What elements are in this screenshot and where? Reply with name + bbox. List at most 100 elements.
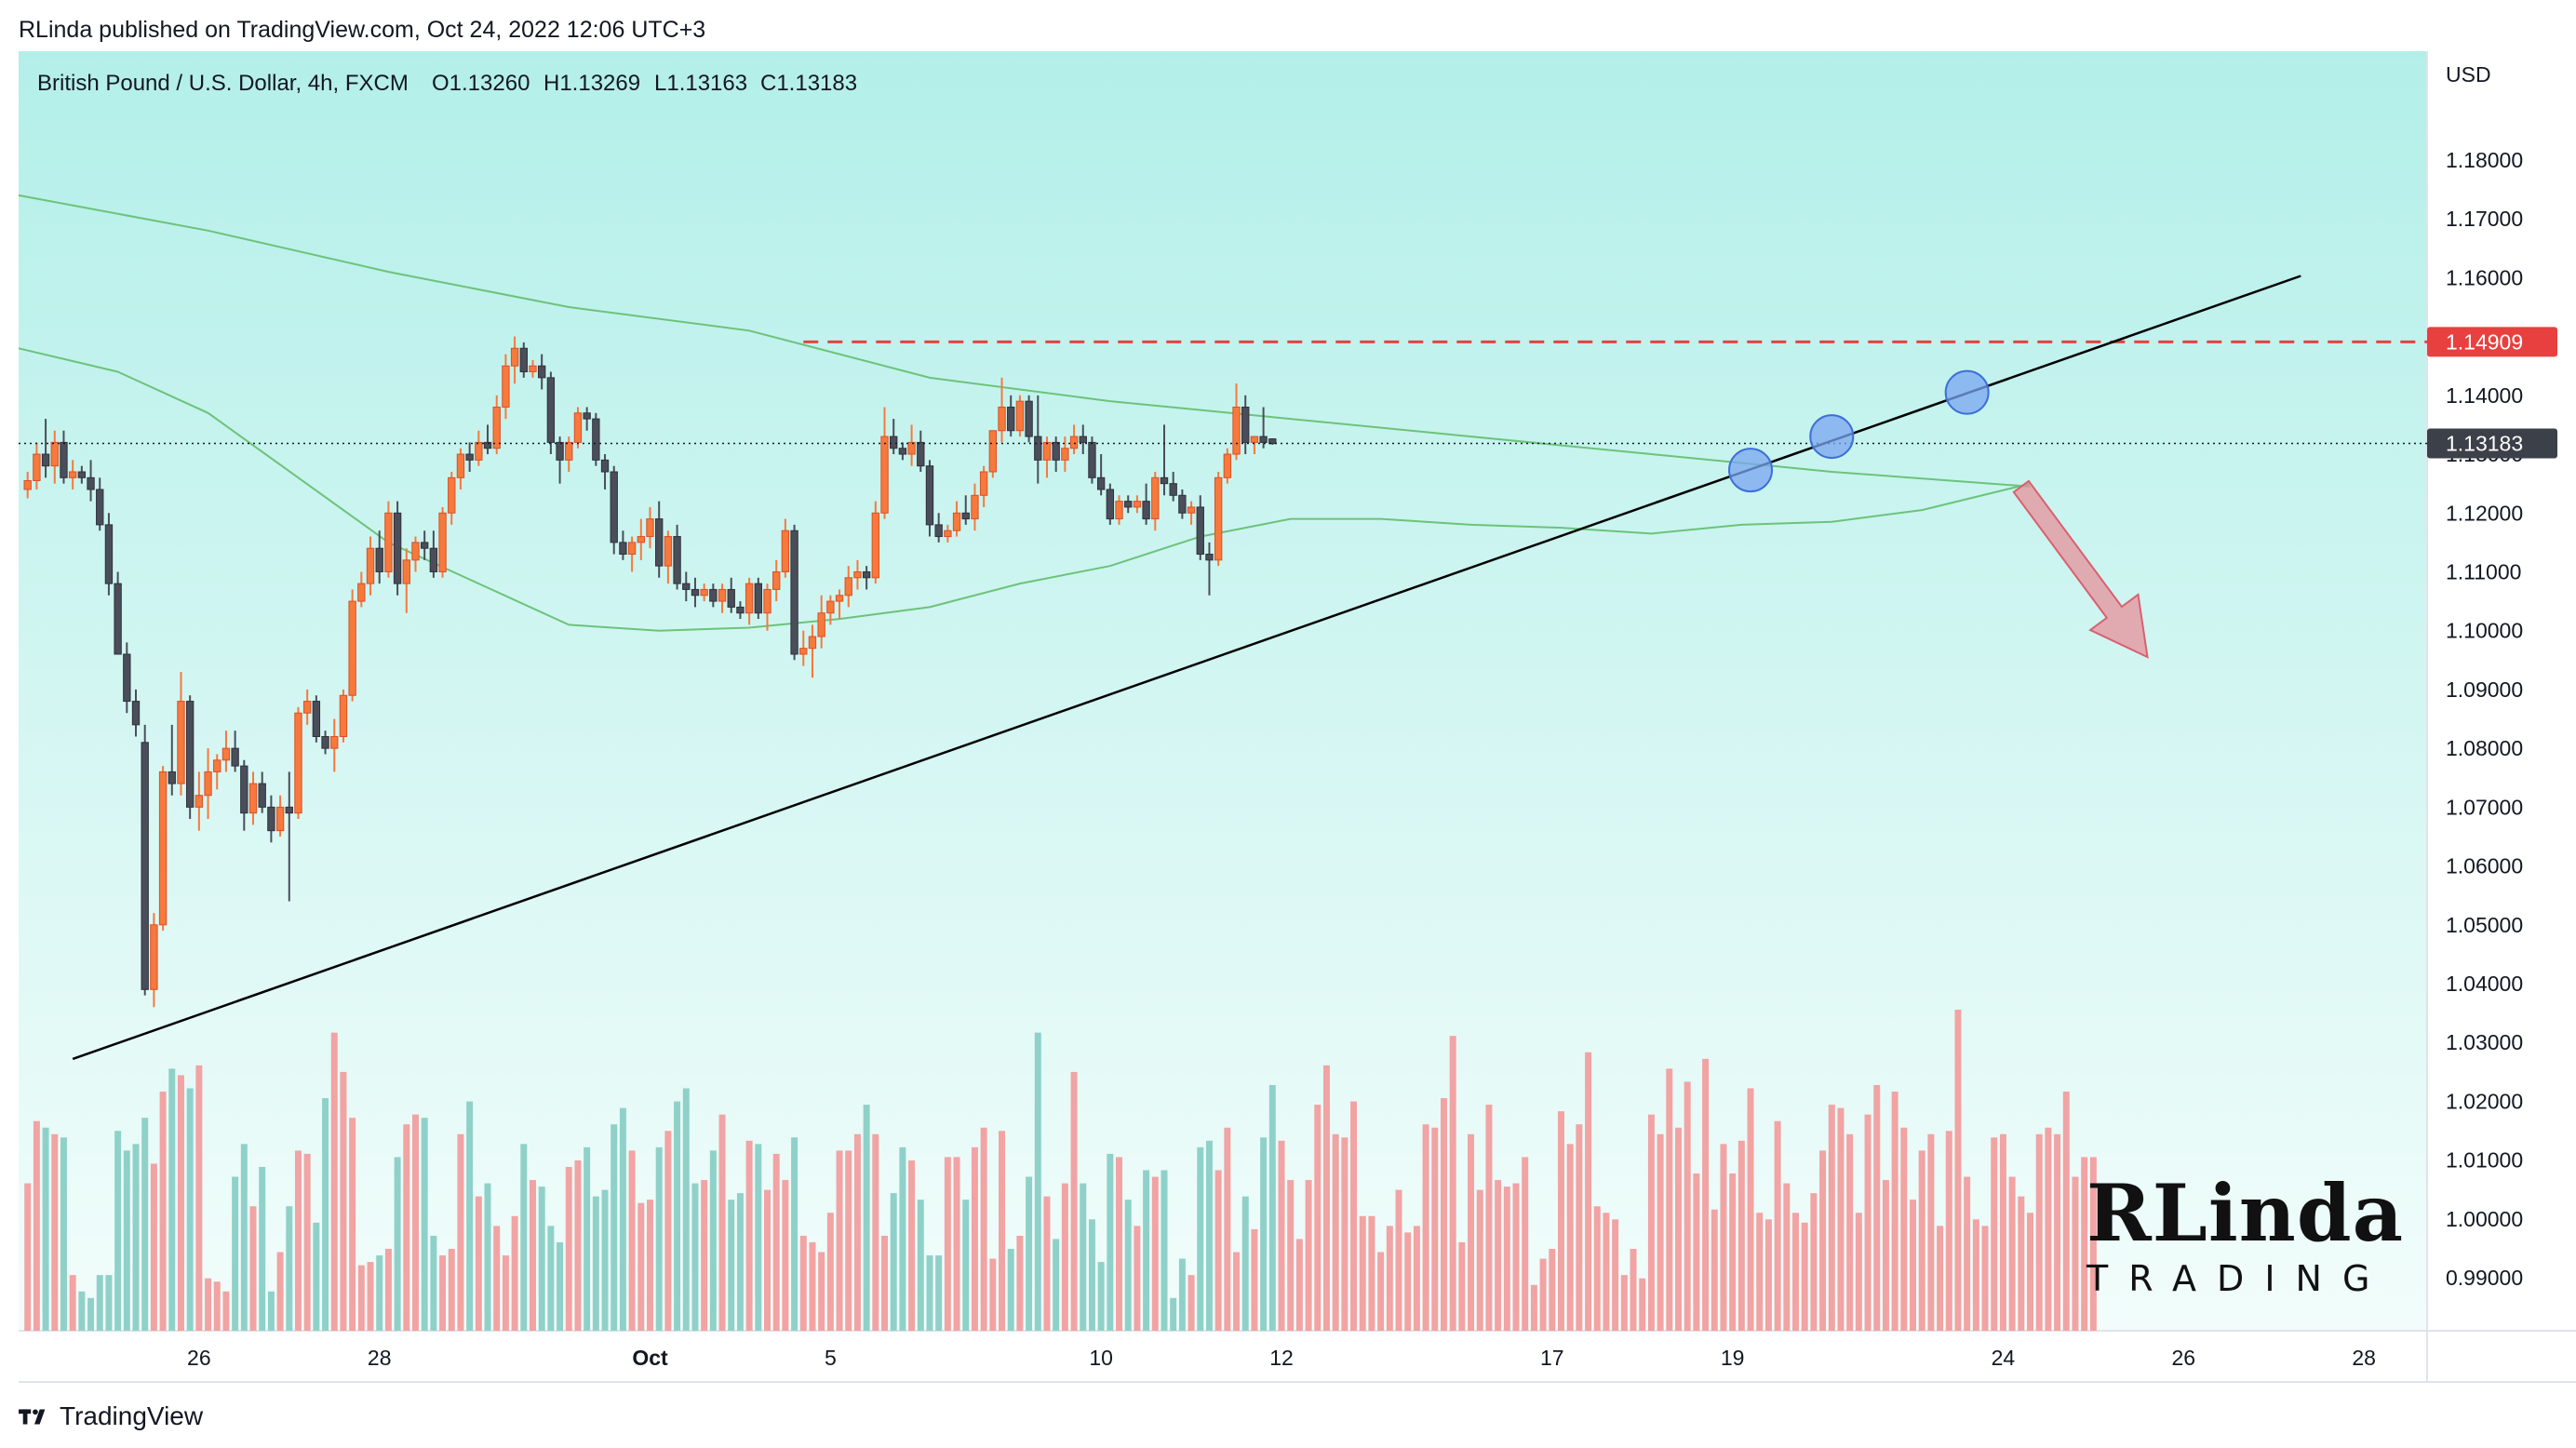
- volume-bar: [1016, 1235, 1024, 1331]
- volume-bar: [1061, 1183, 1068, 1331]
- watermark-line1: RLinda: [2086, 1167, 2404, 1259]
- candle: [998, 377, 1006, 443]
- volume-bar: [42, 1127, 49, 1331]
- volume-bar: [1576, 1124, 1583, 1331]
- volume-bar: [971, 1146, 978, 1331]
- ohlc-high: H1.13269: [543, 71, 640, 96]
- candle-body: [1268, 438, 1277, 445]
- time-tick: 26: [187, 1346, 211, 1370]
- candle-body: [898, 448, 907, 455]
- candle: [637, 518, 645, 560]
- candle: [583, 407, 591, 431]
- volume-bar: [637, 1202, 645, 1331]
- volume-bar: [1846, 1133, 1854, 1331]
- volume-bar: [1476, 1189, 1483, 1331]
- candle-body: [50, 441, 59, 467]
- volume-bar: [1468, 1133, 1475, 1331]
- volume-bar: [772, 1153, 780, 1331]
- candle-body: [357, 583, 366, 602]
- volume-bar: [1720, 1144, 1727, 1331]
- volume-bar: [430, 1235, 437, 1331]
- candle: [87, 460, 95, 502]
- volume-bar: [1080, 1183, 1087, 1331]
- price-tick: 1.02000: [2446, 1089, 2523, 1113]
- candle: [150, 913, 158, 1008]
- price-axis[interactable]: 1.180001.170001.160001.150001.140001.130…: [2427, 148, 2557, 1290]
- volume-bar: [1954, 1010, 1962, 1331]
- candle-body: [158, 771, 168, 926]
- candle: [33, 442, 41, 489]
- candle: [448, 472, 456, 525]
- touch-marker: [1809, 414, 1855, 460]
- candle-body: [583, 412, 591, 420]
- volume-bar: [439, 1255, 447, 1331]
- volume-bar: [1295, 1239, 1303, 1331]
- volume-bar: [1981, 1226, 1989, 1331]
- volume-bar: [1214, 1170, 1222, 1331]
- candle: [123, 642, 131, 714]
- volume-bar: [1711, 1209, 1718, 1331]
- candle: [231, 731, 239, 772]
- volume-bar: [394, 1157, 401, 1331]
- price-tick: 1.09000: [2446, 677, 2523, 702]
- tradingview-logo[interactable]: TradingView: [19, 1401, 203, 1431]
- last-price-label-bg: [2427, 428, 2557, 459]
- candle-body: [1007, 406, 1015, 432]
- candle: [546, 371, 556, 455]
- candle-body: [150, 924, 158, 990]
- candle-body: [1241, 406, 1250, 443]
- candle-body: [321, 735, 329, 749]
- volume-bar: [2054, 1133, 2061, 1331]
- candle-body: [1142, 501, 1150, 520]
- volume-bar: [682, 1088, 690, 1331]
- volume-bar: [213, 1281, 221, 1331]
- volume-bar: [872, 1133, 879, 1331]
- candle: [438, 506, 447, 578]
- candle: [275, 795, 285, 837]
- volume-bar: [1864, 1114, 1872, 1331]
- ohlc-low: L1.13163: [654, 71, 747, 96]
- volume-bar: [1783, 1183, 1791, 1331]
- candle: [429, 530, 438, 578]
- time-tick: 5: [825, 1346, 837, 1370]
- candle-body: [971, 494, 979, 520]
- volume-bar: [232, 1176, 239, 1331]
- candle: [619, 530, 627, 560]
- candle-body: [393, 512, 402, 584]
- volume-bar: [267, 1291, 275, 1331]
- volume-bar: [1801, 1222, 1808, 1331]
- candle-body: [502, 365, 510, 408]
- candle: [808, 624, 817, 678]
- candle-body: [979, 471, 988, 496]
- candle-body: [1115, 501, 1123, 520]
- volume-bar: [836, 1150, 843, 1331]
- volume-bar: [674, 1101, 681, 1331]
- candle-body: [510, 347, 519, 367]
- candle-body: [538, 365, 546, 379]
- candle: [104, 513, 114, 596]
- volume-bar: [1666, 1068, 1673, 1331]
- candle-body: [1061, 448, 1069, 461]
- ma-slow-line: [18, 194, 2031, 488]
- candle: [745, 577, 754, 625]
- volume-bar: [1088, 1219, 1095, 1331]
- candle: [1268, 437, 1277, 445]
- volume-bar: [1882, 1180, 1889, 1331]
- candle-body: [267, 806, 275, 832]
- candle-body: [302, 701, 312, 714]
- volume-bar: [2089, 1157, 2097, 1331]
- candle-body: [917, 441, 925, 467]
- candle-body: [1096, 476, 1106, 490]
- price-tick: 1.08000: [2446, 736, 2523, 760]
- volume-bar: [376, 1255, 383, 1331]
- volume-bar: [33, 1120, 40, 1331]
- time-axis[interactable]: 26 28 Oct 5 10 12 17 19 24 26 28: [187, 1346, 2376, 1370]
- candle: [880, 407, 889, 519]
- volume-bar: [1991, 1137, 1998, 1331]
- volume-bar: [186, 1088, 194, 1331]
- candle-body: [131, 701, 141, 726]
- chart-title: British Pound / U.S. Dollar, 4h, FXCM: [37, 71, 409, 96]
- volume-bar: [1097, 1262, 1105, 1331]
- volume-bar: [1134, 1226, 1141, 1331]
